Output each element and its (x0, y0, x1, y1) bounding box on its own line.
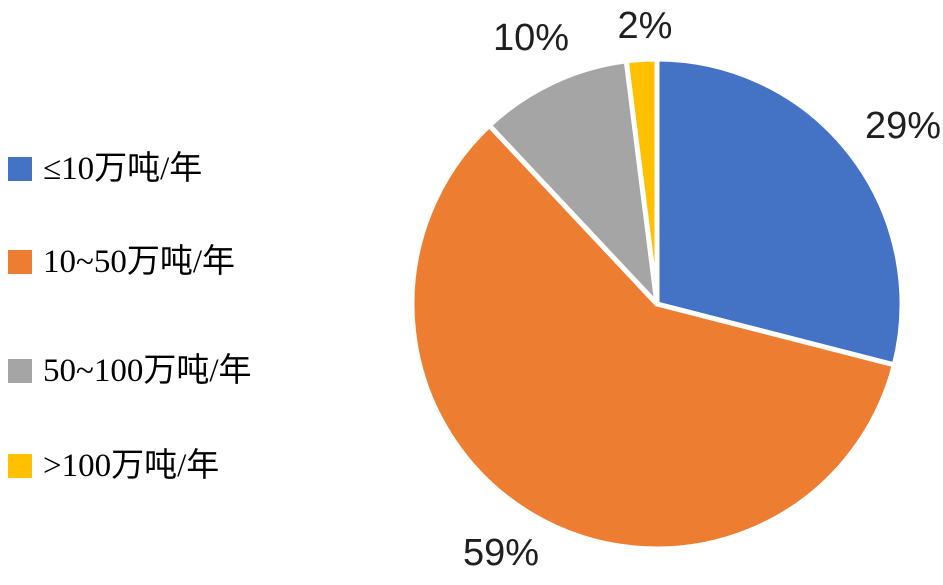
legend-item-10-50: 10~50万吨/年 (8, 242, 235, 282)
legend-swatch-blue (8, 157, 32, 181)
legend-item-le-10: ≤10万吨/年 (8, 149, 202, 189)
pie-label-orange-59: 59% (462, 532, 540, 574)
pie-label-blue-29: 29% (864, 105, 942, 147)
chart-legend: ≤10万吨/年 10~50万吨/年 50~100万吨/年 >100万吨/年 (0, 0, 330, 585)
legend-swatch-gray (8, 359, 32, 383)
pie-slice-2 (486, 58, 660, 307)
legend-item-gt-100: >100万吨/年 (8, 446, 219, 486)
pie-label-yellow-2: 2% (617, 5, 673, 47)
pie-slice-3 (623, 56, 660, 307)
legend-item-50-100: 50~100万吨/年 (8, 351, 252, 391)
legend-label: 10~50万吨/年 (43, 243, 236, 280)
pie-label-gray-10: 10% (492, 17, 570, 59)
pie-slice-0 (654, 56, 905, 368)
pie-slice-1 (409, 122, 897, 552)
legend-swatch-orange (8, 250, 32, 274)
legend-swatch-yellow (8, 454, 32, 478)
legend-label: 50~100万吨/年 (43, 352, 252, 389)
legend-label: ≤10万吨/年 (43, 150, 203, 187)
legend-label: >100万吨/年 (43, 447, 220, 484)
